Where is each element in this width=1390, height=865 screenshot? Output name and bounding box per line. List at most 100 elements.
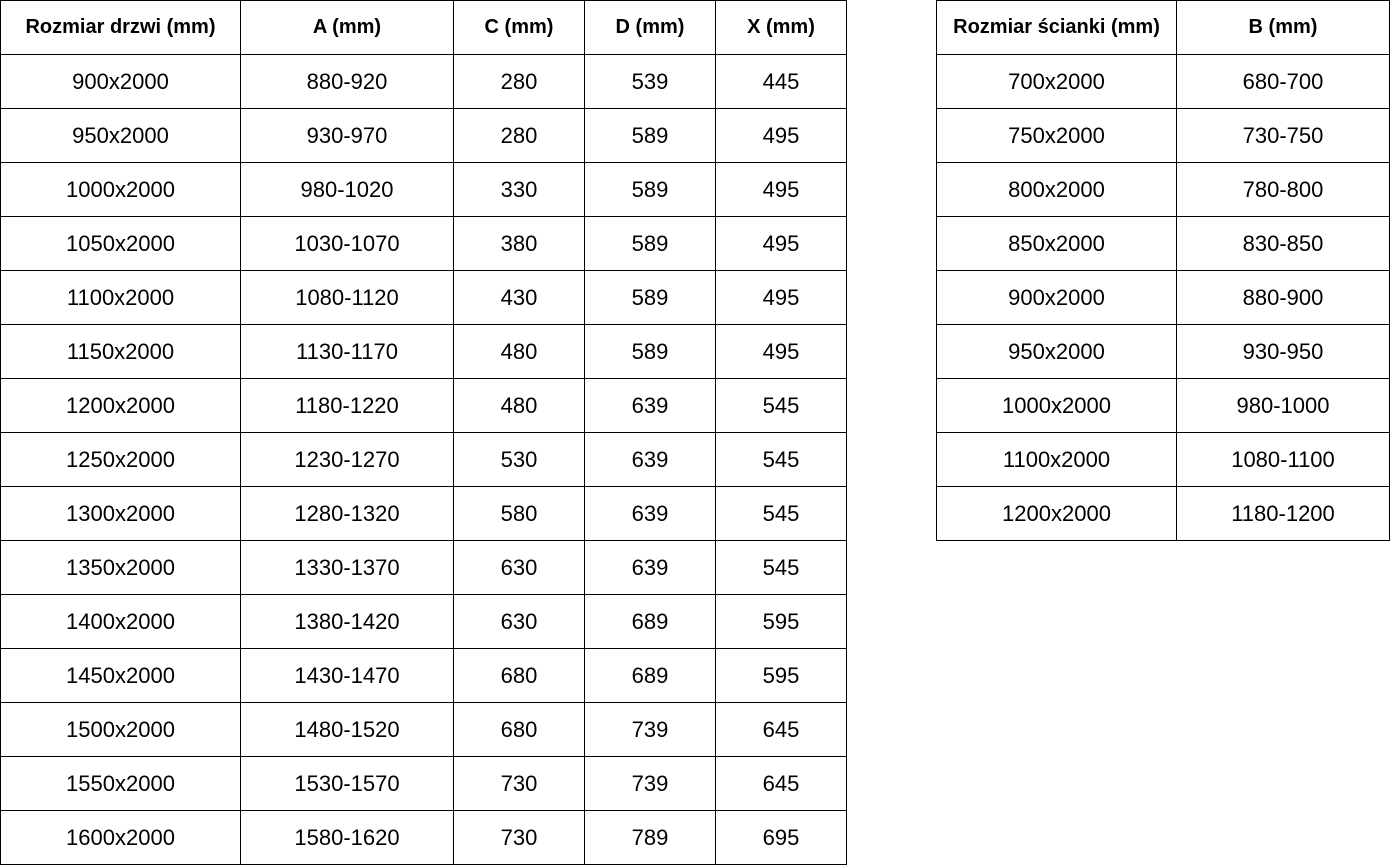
table-cell: 1380-1420	[240, 594, 454, 649]
table-cell: 950x2000	[0, 108, 241, 163]
table-cell: 680	[453, 702, 585, 757]
table-cell: 789	[584, 810, 716, 865]
table-cell: 1000x2000	[936, 378, 1177, 433]
table-cell: 680	[453, 648, 585, 703]
table-cell: 1180-1220	[240, 378, 454, 433]
table-row: 1000x2000 980-1020 330 589 495	[0, 162, 847, 217]
table-cell: 1080-1120	[240, 270, 454, 325]
column-header: Rozmiar ścianki (mm)	[936, 0, 1177, 55]
table-row: 1100x2000 1080-1100	[936, 432, 1390, 487]
table-cell: 1200x2000	[0, 378, 241, 433]
table-cell: 880-900	[1176, 270, 1390, 325]
table-cell: 1330-1370	[240, 540, 454, 595]
table-cell: 530	[453, 432, 585, 487]
table-cell: 639	[584, 378, 716, 433]
column-header: D (mm)	[584, 0, 716, 55]
header-row: Rozmiar drzwi (mm) A (mm) C (mm) D (mm) X (m…	[0, 0, 847, 55]
table-cell: 980-1020	[240, 162, 454, 217]
table-cell: 595	[715, 594, 847, 649]
table-cell: 545	[715, 486, 847, 541]
table-cell: 645	[715, 702, 847, 757]
table-cell: 730	[453, 810, 585, 865]
table-cell: 880-920	[240, 54, 454, 109]
column-header: C (mm)	[453, 0, 585, 55]
table-row: 1050x2000 1030-1070 380 589 495	[0, 216, 847, 271]
table-cell: 430	[453, 270, 585, 325]
table-cell: 1030-1070	[240, 216, 454, 271]
table-cell: 930-950	[1176, 324, 1390, 379]
table-cell: 739	[584, 756, 716, 811]
table-cell: 1280-1320	[240, 486, 454, 541]
table-cell: 589	[584, 162, 716, 217]
table-cell: 900x2000	[936, 270, 1177, 325]
table-cell: 1530-1570	[240, 756, 454, 811]
table-cell: 1100x2000	[936, 432, 1177, 487]
table-cell: 1200x2000	[936, 486, 1177, 541]
table-cell: 1230-1270	[240, 432, 454, 487]
table-cell: 495	[715, 216, 847, 271]
door-sizes-table: Rozmiar drzwi (mm) A (mm) C (mm) D (mm) X (m…	[0, 0, 847, 865]
table-cell: 739	[584, 702, 716, 757]
table-row: 1500x2000 1480-1520 680 739 645	[0, 702, 847, 757]
table-cell: 589	[584, 108, 716, 163]
table-cell: 800x2000	[936, 162, 1177, 217]
table-cell: 900x2000	[0, 54, 241, 109]
table-cell: 1050x2000	[0, 216, 241, 271]
table-cell: 1000x2000	[0, 162, 241, 217]
header-row: Rozmiar ścianki (mm) B (mm)	[936, 0, 1390, 55]
table-cell: 495	[715, 324, 847, 379]
table-cell: 930-970	[240, 108, 454, 163]
table-row: 1400x2000 1380-1420 630 689 595	[0, 594, 847, 649]
table-row: 850x2000 830-850	[936, 216, 1390, 271]
table-cell: 1500x2000	[0, 702, 241, 757]
table-row: 700x2000 680-700	[936, 54, 1390, 109]
table-cell: 1430-1470	[240, 648, 454, 703]
table-row: 1100x2000 1080-1120 430 589 495	[0, 270, 847, 325]
table-cell: 539	[584, 54, 716, 109]
table-cell: 545	[715, 540, 847, 595]
table-cell: 1550x2000	[0, 756, 241, 811]
table-row: 1550x2000 1530-1570 730 739 645	[0, 756, 847, 811]
table-row: 1200x2000 1180-1200	[936, 486, 1390, 541]
table-cell: 780-800	[1176, 162, 1390, 217]
table-cell: 639	[584, 486, 716, 541]
table-row: 1350x2000 1330-1370 630 639 545	[0, 540, 847, 595]
table-row: 1150x2000 1130-1170 480 589 495	[0, 324, 847, 379]
table-cell: 950x2000	[936, 324, 1177, 379]
table-cell: 545	[715, 432, 847, 487]
table-cell: 380	[453, 216, 585, 271]
table-cell: 639	[584, 540, 716, 595]
table-cell: 850x2000	[936, 216, 1177, 271]
table-row: 1450x2000 1430-1470 680 689 595	[0, 648, 847, 703]
table-cell: 730	[453, 756, 585, 811]
table-cell: 639	[584, 432, 716, 487]
table-cell: 630	[453, 540, 585, 595]
table-cell: 280	[453, 108, 585, 163]
table-row: 1300x2000 1280-1320 580 639 545	[0, 486, 847, 541]
column-header: A (mm)	[240, 0, 454, 55]
table-cell: 630	[453, 594, 585, 649]
table-cell: 495	[715, 270, 847, 325]
table-cell: 1150x2000	[0, 324, 241, 379]
table-cell: 645	[715, 756, 847, 811]
column-header: Rozmiar drzwi (mm)	[0, 0, 241, 55]
table-cell: 1080-1100	[1176, 432, 1390, 487]
table-row: 950x2000 930-950	[936, 324, 1390, 379]
table-cell: 1350x2000	[0, 540, 241, 595]
table-cell: 580	[453, 486, 585, 541]
table-cell: 1480-1520	[240, 702, 454, 757]
table-cell: 1400x2000	[0, 594, 241, 649]
table-row: 1250x2000 1230-1270 530 639 545	[0, 432, 847, 487]
table-cell: 1300x2000	[0, 486, 241, 541]
table-cell: 689	[584, 594, 716, 649]
table-row: 1600x2000 1580-1620 730 789 695	[0, 810, 847, 865]
table-cell: 480	[453, 378, 585, 433]
wall-panel-sizes-table: Rozmiar ścianki (mm) B (mm) 700x2000 680-70…	[936, 0, 1390, 541]
table-row: 900x2000 880-900	[936, 270, 1390, 325]
column-header: X (mm)	[715, 0, 847, 55]
table-cell: 700x2000	[936, 54, 1177, 109]
table-cell: 495	[715, 162, 847, 217]
table-cell: 495	[715, 108, 847, 163]
table-cell: 595	[715, 648, 847, 703]
table-row: 900x2000 880-920 280 539 445	[0, 54, 847, 109]
